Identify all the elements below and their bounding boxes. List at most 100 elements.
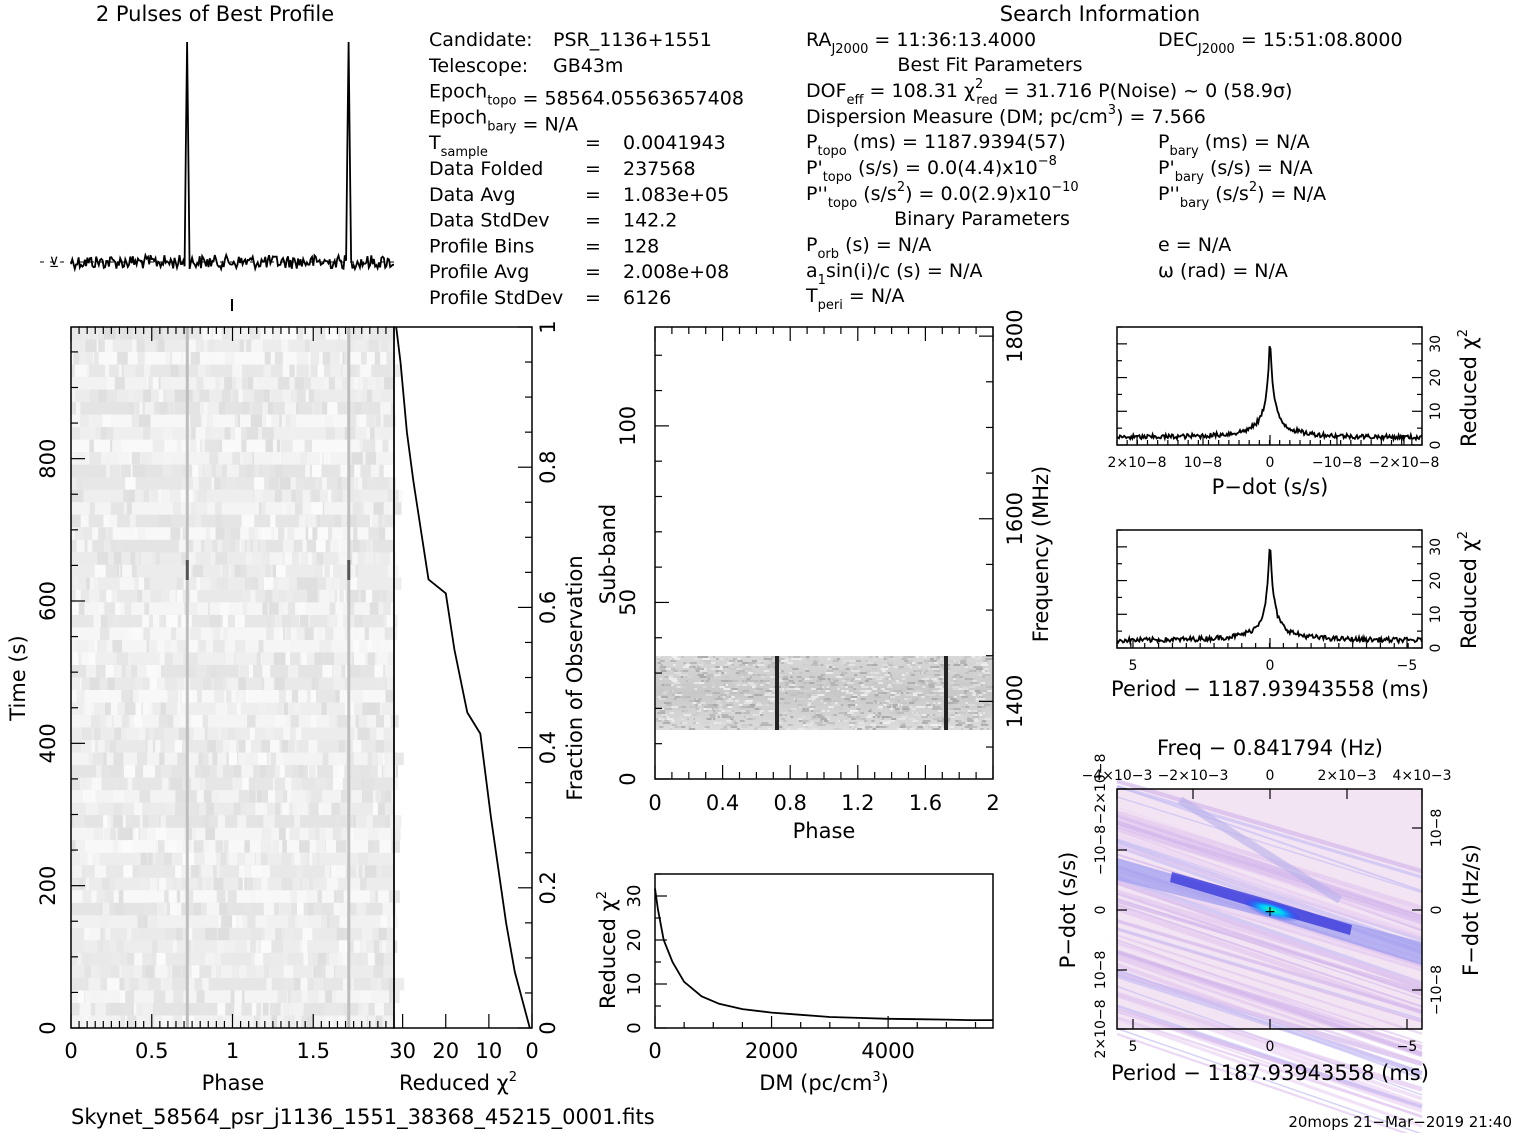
heatmap-cell xyxy=(375,977,382,991)
noise-cell xyxy=(798,698,805,700)
noise-cell xyxy=(662,692,668,694)
noise-cell xyxy=(959,676,963,678)
ppdot-ytick-label: 0 xyxy=(1093,906,1109,915)
heatmap-cell xyxy=(84,990,92,1003)
noise-cell xyxy=(825,716,831,718)
noise-cell xyxy=(768,708,776,710)
heatmap-cell xyxy=(315,777,327,791)
heatmap-cell xyxy=(176,577,183,590)
heatmap-cell xyxy=(164,740,175,753)
pdtopo-text: P'topo (s/s) = 0.0(4.4)x10−8 xyxy=(806,154,1057,185)
heatmap-cell xyxy=(111,502,122,515)
noise-cell xyxy=(729,668,737,670)
heatmap-cell xyxy=(136,752,147,766)
heatmap-cell xyxy=(191,965,202,978)
noise-cell xyxy=(785,688,793,690)
chi2-fraction-plot: 30 20 10 000.20.40.60.81 Reduced χ2 Fractio… xyxy=(389,320,587,1095)
subband-ytick-label: 50 xyxy=(616,589,640,616)
noise-cell xyxy=(936,656,943,658)
noise-cell xyxy=(705,694,713,696)
noise-cell xyxy=(709,716,715,718)
noise-cell xyxy=(911,700,917,702)
heatmap-cell xyxy=(353,564,359,578)
heatmap-cell xyxy=(250,740,260,753)
noise-cell xyxy=(805,670,810,672)
heatmap-cell xyxy=(139,790,151,803)
heatmap-cell xyxy=(155,827,167,841)
noise-cell xyxy=(712,712,718,714)
fraction-ytick-label: 0.4 xyxy=(536,731,560,764)
p-pdot-peak xyxy=(1243,898,1301,922)
heatmap-cell xyxy=(305,389,312,403)
noise-cell xyxy=(782,678,789,680)
heatmap-cell xyxy=(76,402,81,415)
ppdot-streak xyxy=(1116,993,1423,1107)
heatmap-cell xyxy=(190,502,198,515)
heatmap-cell xyxy=(270,827,280,841)
heatmap-cell xyxy=(143,765,156,778)
noise-cell xyxy=(745,664,749,666)
noise-cell xyxy=(663,678,667,680)
heatmap-cell xyxy=(149,877,157,891)
info-left-value: 2.008e+08 xyxy=(623,261,729,283)
heatmap-cell xyxy=(336,777,342,791)
heatmap-cell xyxy=(328,377,335,390)
heatmap-cell xyxy=(271,414,280,428)
noise-cell xyxy=(823,720,829,722)
noise-cell xyxy=(914,678,921,680)
noise-cell xyxy=(932,714,936,716)
noise-cell xyxy=(657,712,666,714)
noise-cell xyxy=(827,710,831,712)
heatmap-cell xyxy=(131,890,143,903)
heatmap-cell xyxy=(134,802,143,816)
noise-cell xyxy=(847,716,855,718)
heatmap-cell xyxy=(370,915,377,928)
heatmap-cell xyxy=(197,489,207,503)
heatmap-cell xyxy=(191,865,200,878)
heatmap-cell xyxy=(272,452,283,465)
heatmap-cell xyxy=(249,790,256,803)
noise-cell xyxy=(715,666,721,668)
heatmap-cell xyxy=(311,677,317,691)
noise-cell xyxy=(743,694,752,696)
noise-cell xyxy=(789,664,793,666)
noise-cell xyxy=(790,708,797,710)
heatmap-cell xyxy=(308,740,318,753)
heatmap-cell xyxy=(254,489,262,503)
noise-cell xyxy=(698,682,705,684)
heatmap-cell xyxy=(384,514,396,528)
noise-cell xyxy=(791,688,797,690)
noise-cell xyxy=(915,712,919,714)
heatmap-cell xyxy=(97,740,105,753)
noise-cell xyxy=(816,688,824,690)
heatmap-cell xyxy=(113,715,122,728)
heatmap-cell xyxy=(384,715,391,728)
noise-cell xyxy=(912,698,917,700)
heatmap-cell xyxy=(168,690,174,703)
heatmap-cell xyxy=(333,664,342,678)
noise-cell xyxy=(701,670,707,672)
fraction-ytick-label: 0 xyxy=(536,1021,560,1034)
heatmap-cell xyxy=(132,627,142,640)
noise-cell xyxy=(969,710,975,712)
noise-cell xyxy=(770,700,775,702)
heatmap-cell xyxy=(290,990,302,1003)
noise-cell xyxy=(955,662,964,664)
subband-pulse-2 xyxy=(944,656,948,730)
noise-cell xyxy=(983,728,988,730)
heatmap-cell xyxy=(89,502,95,515)
heatmap-cell xyxy=(246,539,251,553)
noise-cell xyxy=(693,682,702,684)
heatmap-cell xyxy=(276,602,285,615)
heatmap-cell xyxy=(336,339,348,353)
noise-cell xyxy=(671,706,679,708)
noise-cell xyxy=(671,696,680,698)
heatmap-cell xyxy=(238,389,243,403)
heatmap-cell xyxy=(108,777,120,791)
noise-cell xyxy=(738,670,745,672)
heatmap-cell xyxy=(325,990,332,1003)
noise-cell xyxy=(743,656,751,658)
heatmap-cell xyxy=(198,1002,208,1016)
heatmap-cell xyxy=(99,627,110,640)
heatmap-cell xyxy=(383,414,396,428)
